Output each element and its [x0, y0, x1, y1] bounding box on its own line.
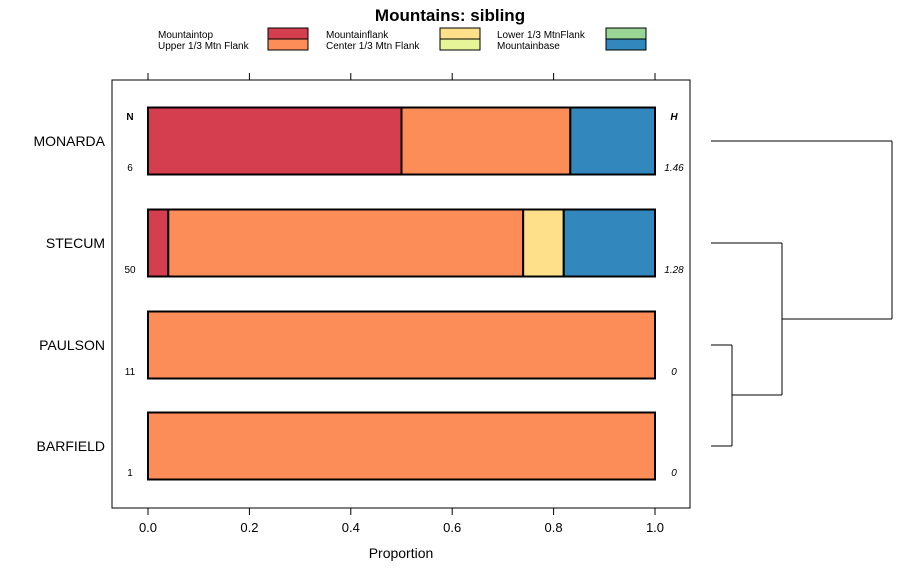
- x-tick-label-4: 0.8: [545, 520, 563, 535]
- n-header: N: [126, 112, 133, 123]
- chart-title: Mountains: sibling: [375, 6, 525, 25]
- bar-segment-monarda-mountaintop: [147, 106, 403, 176]
- h-header: H: [670, 112, 678, 123]
- legend-swatch-mountainflank: [439, 27, 481, 40]
- legend-label-lower-1-3-mtnflank: Lower 1/3 MtnFlank: [497, 30, 586, 41]
- n-value-paulson: 11: [125, 367, 136, 378]
- category-labels: MONARDA 6 1.46 STECUM 50 1.28 PAULSON 11 0 BARFIE…: [33, 133, 684, 479]
- bar-segment-stecum-mountaintop: [147, 208, 170, 278]
- legend-label-mountaintop: Mountaintop: [158, 30, 213, 41]
- legend-label-mountainflank: Mountainflank: [326, 30, 389, 41]
- legend-label-center-1-3-mtn-flank: Center 1/3 Mtn Flank: [326, 41, 420, 52]
- bars: [147, 106, 656, 481]
- bar-outline-paulson: [147, 310, 656, 380]
- n-value-stecum: 50: [124, 265, 136, 276]
- category-label-paulson: PAULSON: [39, 337, 105, 353]
- bar-outline-barfield: [147, 411, 656, 481]
- bar-segment-stecum-upper-1-3-mtn-flank: [167, 208, 525, 278]
- x-axis-label: Proportion: [369, 545, 434, 561]
- dendrogram: [711, 140, 893, 447]
- bar-segment-paulson-upper-1-3-mtn-flank: [147, 310, 656, 380]
- bar-segment-monarda-mountainbase: [569, 106, 656, 176]
- x-tick-label-2: 0.4: [342, 520, 360, 535]
- legend-label-upper-1-3-mtn-flank: Upper 1/3 Mtn Flank: [158, 41, 250, 52]
- bar-segment-barfield-upper-1-3-mtn-flank: [147, 411, 656, 481]
- legend-swatch-center-1-3-mtn-flank: [439, 38, 481, 51]
- x-tick-label-3: 0.6: [443, 520, 461, 535]
- x-tick-label-0: 0.0: [139, 520, 157, 535]
- bar-outline-stecum: [147, 208, 656, 278]
- legend-swatch-mountaintop: [267, 27, 309, 40]
- h-value-stecum: 1.28: [664, 265, 684, 276]
- bar-outline-monarda: [147, 106, 656, 176]
- legend-swatch-mountainbase: [605, 38, 647, 51]
- legend-swatch-upper-1-3-mtn-flank: [267, 38, 309, 51]
- category-label-stecum: STECUM: [46, 235, 105, 251]
- x-tick-label-5: 1.0: [646, 520, 664, 535]
- x-axis: 0.0 0.2 0.4 0.6 0.8 1.0: [139, 73, 664, 535]
- h-value-monarda: 1.46: [664, 163, 684, 174]
- category-label-monarda: MONARDA: [33, 133, 105, 149]
- plot-panel: [111, 79, 691, 509]
- bar-segment-stecum-mountainbase: [562, 208, 656, 278]
- h-value-paulson: 0: [671, 367, 677, 378]
- bar-segment-monarda-upper-1-3-mtn-flank: [400, 106, 572, 176]
- bar-segment-stecum-mountainflank: [522, 208, 565, 278]
- h-value-barfield: 0: [671, 468, 677, 479]
- category-label-barfield: BARFIELD: [37, 438, 105, 454]
- legend-swatch-lower-1-3-mtnflank: [605, 27, 647, 40]
- legend-label-mountainbase: Mountainbase: [497, 41, 560, 52]
- x-tick-label-1: 0.2: [240, 520, 258, 535]
- n-value-barfield: 1: [127, 468, 133, 479]
- n-value-monarda: 6: [127, 163, 133, 174]
